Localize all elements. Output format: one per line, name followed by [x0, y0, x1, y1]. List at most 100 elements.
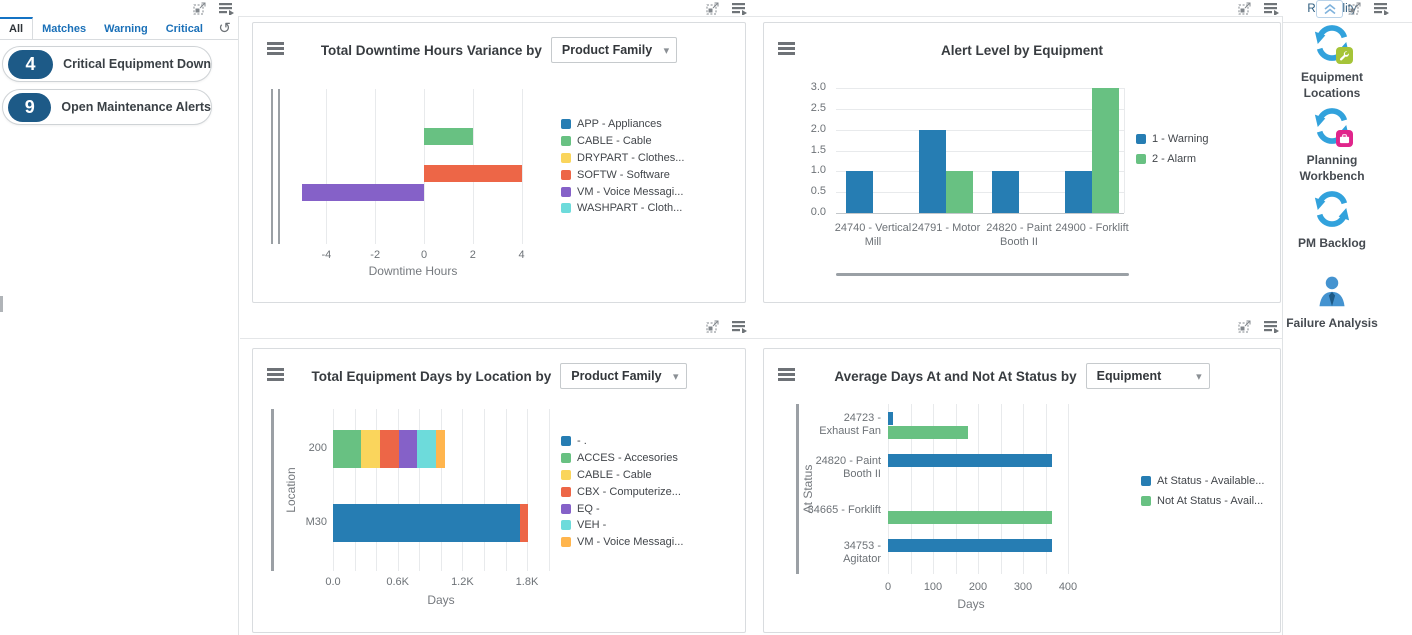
- panel-days-at-status: Average Days At and Not At Status by Equ…: [763, 348, 1281, 633]
- legend-swatch: [561, 119, 571, 130]
- bar: [1092, 88, 1119, 213]
- menu-icon[interactable]: [267, 42, 285, 56]
- tick-label: 2.5: [810, 101, 826, 114]
- maximize-icon[interactable]: [706, 2, 719, 15]
- sidebar-toolbar: [1348, 2, 1389, 16]
- legend-label: APP - Appliances: [577, 118, 662, 131]
- open-alerts-card[interactable]: 9 Open Maintenance Alerts: [2, 89, 212, 125]
- tick-label: 2: [469, 249, 476, 261]
- legend-swatch: [1141, 496, 1151, 506]
- add-report-icon[interactable]: [1264, 320, 1279, 334]
- panel4-toolbar: [1238, 320, 1279, 334]
- maximize-icon[interactable]: [1238, 2, 1251, 15]
- downtime-variance-chart: -4 -2 0 2 4 Downtime Hours APP - Appliances CAB…: [253, 23, 745, 302]
- legend-item: - .: [561, 433, 587, 450]
- chart-title: Total Downtime Hours Variance by: [320, 42, 542, 58]
- chart-title: Total Equipment Days by Location by: [311, 368, 552, 384]
- gridline: [419, 409, 421, 571]
- tab-matches[interactable]: Matches: [42, 23, 87, 35]
- tick-label: 200: [968, 581, 988, 593]
- alerts-tabbar: All Matches Warning Critical ↺: [0, 17, 238, 40]
- legend-swatch: [561, 152, 571, 163]
- menu-icon[interactable]: [778, 368, 796, 382]
- legend-item: At Status - Available...: [1141, 471, 1264, 491]
- briefcase-icon: [1336, 130, 1353, 147]
- legend-label: Not At Status - Avail...: [1157, 495, 1264, 507]
- collapse-icon[interactable]: [1316, 0, 1343, 18]
- maximize-icon[interactable]: [1238, 320, 1251, 333]
- gridline: [978, 404, 979, 574]
- tick-label: 0.0: [325, 576, 341, 588]
- category-label: 200: [308, 442, 327, 454]
- chevron-down-icon: ▾: [663, 45, 670, 57]
- legend-swatch: [561, 186, 571, 197]
- legend-item: WASHPART - Cloth...: [561, 200, 682, 217]
- menu-icon[interactable]: [778, 42, 796, 56]
- scrollbar[interactable]: [836, 273, 1129, 276]
- group-by-dropdown[interactable]: Equipment ▾: [1085, 363, 1210, 389]
- menu-icon[interactable]: [267, 368, 285, 382]
- legend-swatch: [1141, 476, 1151, 486]
- legend-swatch: [561, 136, 571, 147]
- panel3-toolbar: [706, 320, 747, 334]
- legend-label: CABLE - Cable: [577, 135, 652, 148]
- tick-label: 1.2K: [451, 576, 474, 588]
- group-by-dropdown[interactable]: Product Family ▾: [560, 363, 687, 389]
- bar-segment: [398, 430, 418, 468]
- legend-label: VM - Voice Messagi...: [577, 185, 684, 198]
- maximize-icon[interactable]: [706, 320, 719, 333]
- tick-label: 1.8K: [515, 576, 539, 588]
- gridline: [933, 404, 934, 574]
- dropdown-value: Product Family: [571, 369, 662, 383]
- category-label: 24820 - Paint Booth II: [986, 222, 1052, 248]
- refresh-icon[interactable]: ↺: [218, 20, 231, 37]
- maximize-icon[interactable]: [193, 2, 206, 15]
- legend-label: At Status - Available...: [1157, 475, 1265, 487]
- chevron-down-icon: ▾: [673, 371, 679, 383]
- gridline: [375, 89, 377, 244]
- maximize-icon[interactable]: [1348, 2, 1361, 15]
- add-report-icon[interactable]: [732, 2, 747, 16]
- legend-item: CBX - Computerize...: [561, 483, 681, 500]
- group-by-dropdown[interactable]: Product Family ▾: [550, 37, 678, 63]
- alert-level-chart: 0.0 0.5 1.0 1.5 2.0 2.5 3.0 24740 - Vertical Mi…: [764, 23, 1280, 302]
- axis-title: At Status: [801, 464, 815, 514]
- sidebar-item-pm-backlog[interactable]: PM Backlog: [1284, 190, 1380, 251]
- add-report-icon[interactable]: [732, 320, 747, 334]
- tick-label: -2: [370, 249, 381, 261]
- gridline: [333, 409, 334, 571]
- critical-equipment-card[interactable]: 4 Critical Equipment Down: [2, 46, 212, 82]
- scrollbar[interactable]: [0, 296, 3, 312]
- gridline: [1068, 404, 1069, 574]
- add-report-icon[interactable]: [1264, 2, 1279, 16]
- legend-item: ACCES - Accesories: [561, 450, 678, 467]
- dropdown-value: Product Family: [561, 43, 653, 57]
- tab-warning[interactable]: Warning: [104, 23, 148, 35]
- divider: [238, 16, 239, 635]
- equipment-days-chart: 200 M30 0.0 0.6K 1.2K 1.8K Days Location - . ACCE…: [253, 349, 745, 632]
- gridline: [527, 409, 528, 571]
- legend-item: SOFTW - Software: [561, 166, 670, 183]
- bar: [888, 539, 1053, 552]
- legend-label: CABLE - Cable: [577, 468, 652, 481]
- sidebar-item-equipment-locations[interactable]: Equipment Locations: [1284, 24, 1380, 101]
- gridline: [836, 213, 1124, 214]
- tab-all[interactable]: All: [0, 17, 34, 39]
- add-report-icon[interactable]: [1374, 2, 1389, 16]
- divider: [240, 338, 1282, 339]
- legend-label: SOFTW - Software: [577, 168, 670, 181]
- bar-segment: [435, 430, 446, 468]
- tab-critical[interactable]: Critical: [165, 23, 203, 35]
- gridline: [462, 409, 464, 571]
- sidebar-item-failure-analysis[interactable]: Failure Analysis: [1284, 274, 1380, 331]
- category-label: 24820 - Paint Booth II: [815, 454, 881, 480]
- tick-label: 0: [420, 249, 428, 261]
- add-report-icon[interactable]: [219, 2, 234, 16]
- sidebar-item-planning-workbench[interactable]: Planning Workbench: [1284, 107, 1380, 184]
- legend-item: CABLE - Cable: [561, 133, 652, 150]
- reliability-sidebar: Reliability Equipment Locations Planning…: [1283, 0, 1412, 635]
- tick-label: 0.6K: [386, 576, 409, 588]
- legend-item: DRYPART - Clothes...: [561, 150, 684, 167]
- tick-label: 0: [884, 581, 892, 593]
- gridline: [440, 409, 442, 571]
